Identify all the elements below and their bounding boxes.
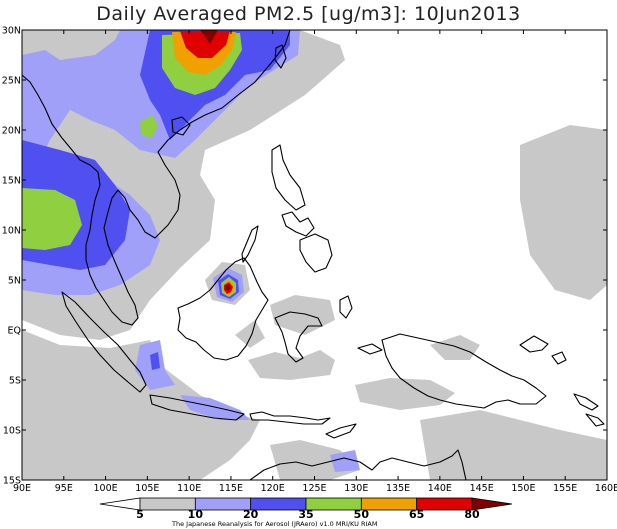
lon-tick-label: 115E [219, 483, 243, 494]
lat-tick-label: 20N [2, 126, 21, 137]
lon-tick-label: 130E [344, 483, 368, 494]
coastline-taiwan [274, 44, 287, 69]
lat-tick-label: 5N [8, 276, 21, 287]
lat-tick-label: 15N [2, 176, 21, 187]
lat-tick-label: 25N [2, 76, 21, 87]
coastlines [22, 30, 605, 480]
colorbar-level-label: 10 [188, 508, 204, 521]
coastline-lesser-sunda [249, 411, 331, 425]
coastline-palawan [241, 225, 259, 263]
lon-tick-label: 135E [386, 483, 410, 494]
coastline-visayas [281, 211, 315, 237]
coastline-australia [249, 449, 467, 480]
lon-tick-label: 105E [135, 483, 159, 494]
map-axes: 90E 95E 100E 105E 110E 115E 120E 125E 130E 135E 14… [2, 26, 617, 495]
map-title: Daily Averaged PM2.5 [ug/m3]: 10Jun2013 [96, 3, 521, 25]
coastline-borneo [177, 257, 269, 361]
lat-tick-label: 15S [3, 476, 21, 487]
pm25-band-over-80 [200, 30, 231, 291]
lon-tick-label: 125E [302, 483, 326, 494]
lon-tick-label: 110E [177, 483, 201, 494]
colorbar-level-label: 80 [464, 508, 480, 521]
lat-tick-label: EQ [8, 326, 21, 337]
colorbar-level-label: 35 [298, 508, 313, 521]
lon-tick-label: 95E [55, 483, 73, 494]
colorbar-credit: The Japanese Reanalysis for Aerosol (JRA… [171, 520, 377, 528]
lon-tick-label: 145E [470, 483, 494, 494]
colorbar-swatch-low [99, 497, 141, 511]
lat-tick-label: 5S [9, 376, 21, 387]
lat-tick-label: 10S [3, 426, 21, 437]
colorbar-level-label: 65 [409, 508, 424, 521]
coastline-hainan [171, 116, 191, 136]
lon-tick-label: 160E [595, 483, 617, 494]
coastline-luzon [271, 144, 306, 211]
lat-tick-label: 30N [2, 26, 21, 37]
lon-tick-label: 155E [553, 483, 577, 494]
coastline-solomon [573, 393, 605, 427]
coastline-timor [325, 423, 357, 439]
lat-tick-label: 10N [2, 226, 21, 237]
lon-tick-label: 140E [428, 483, 452, 494]
coastline-mainland [22, 30, 291, 326]
lon-tick-label: 150E [511, 483, 535, 494]
coastline-maluku [339, 295, 383, 355]
coastline-new-guinea [381, 333, 547, 409]
coastline-sulawesi [274, 311, 323, 363]
colorbar: 5 10 20 35 50 65 80 [99, 497, 513, 521]
coastline-bismarck [519, 335, 567, 365]
colorbar-level-label: 20 [243, 508, 259, 521]
colorbar-level-label: 5 [136, 508, 144, 521]
colorbar-swatch-high [471, 497, 513, 511]
lon-tick-label: 100E [94, 483, 118, 494]
coastline-java [149, 394, 245, 421]
lon-tick-label: 120E [261, 483, 285, 494]
lon-tick-label: 90E [13, 483, 31, 494]
colorbar-level-label: 50 [354, 508, 370, 521]
coastline-sumatra [61, 291, 147, 393]
pm25-field [22, 30, 607, 480]
coastline-mindanao [299, 233, 333, 273]
